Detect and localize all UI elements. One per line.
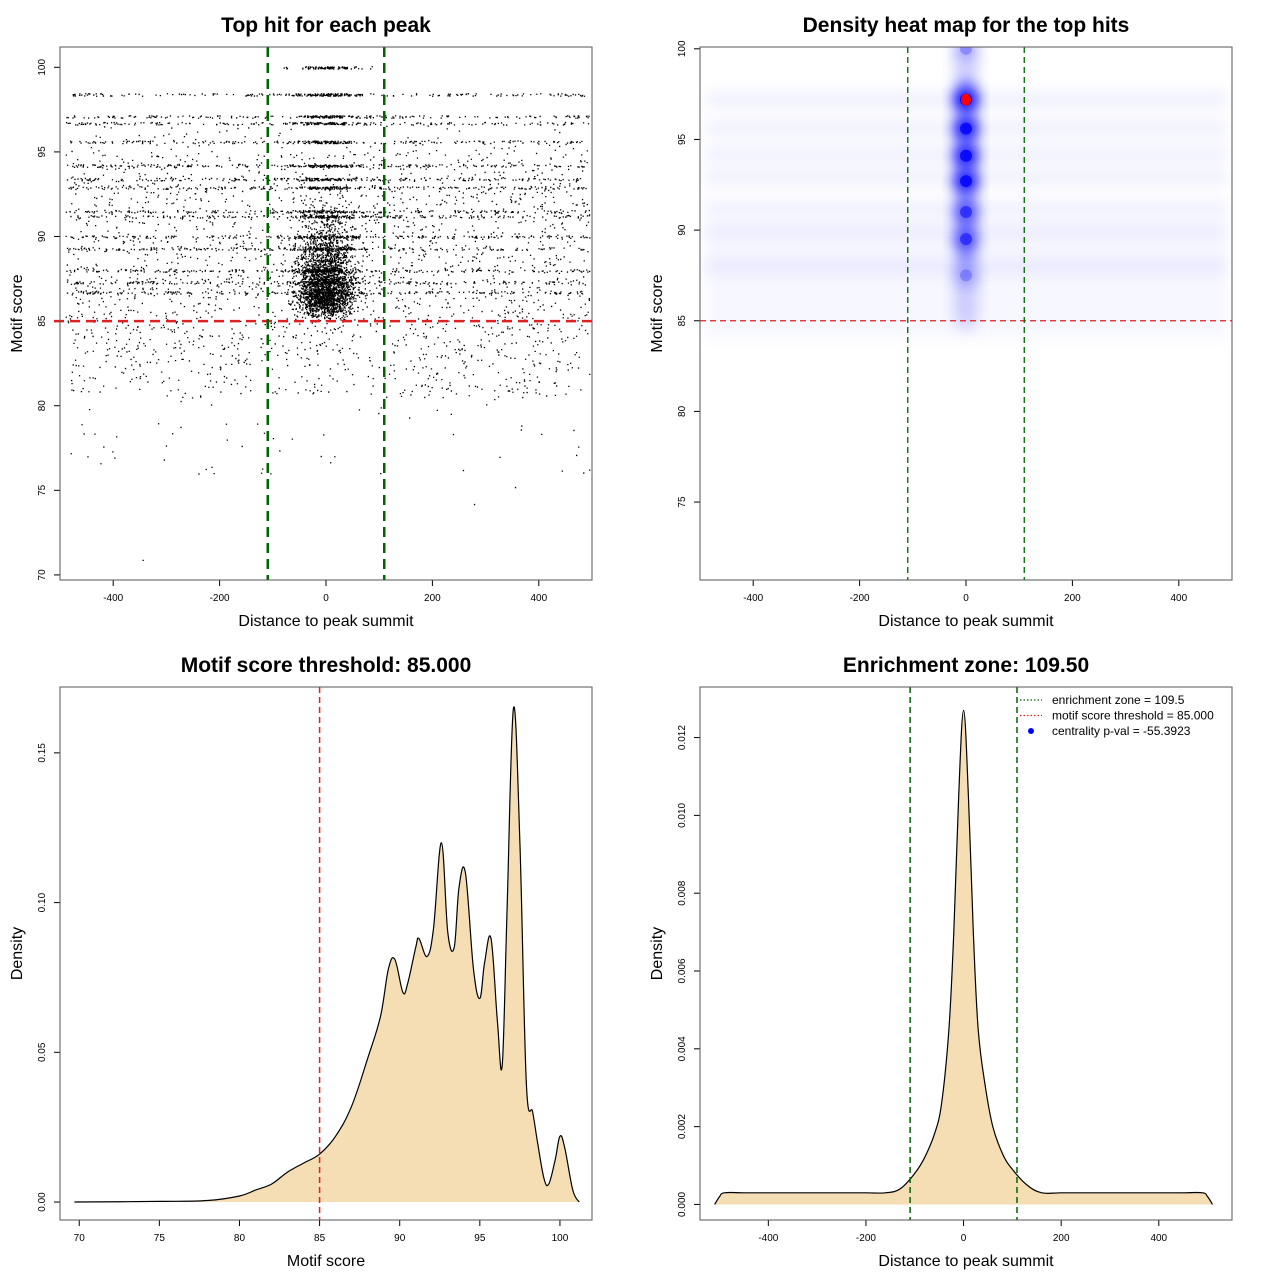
x-tick-label: 0 — [323, 593, 329, 604]
x-tick-label: 90 — [394, 1233, 406, 1244]
chart-title: Enrichment zone: 109.50 — [843, 654, 1089, 677]
x-axis-label: Distance to peak summit — [878, 1253, 1054, 1270]
density-area — [714, 710, 1213, 1205]
heatmap-hotspot-core — [960, 205, 972, 218]
y-tick-label: 95 — [677, 133, 688, 145]
y-tick-label: 0.010 — [677, 802, 688, 827]
x-tick-label: 85 — [314, 1233, 326, 1244]
y-axis-label: Density — [9, 927, 26, 980]
y-tick-label: 80 — [677, 405, 688, 417]
heatmap-hotspot — [954, 264, 978, 287]
heatmap-hotspot-core — [960, 122, 972, 135]
scatter-points — [65, 66, 591, 561]
heatmap-hotspot — [954, 228, 978, 251]
plot-frame — [59, 686, 593, 1221]
x-tick-label: 400 — [1150, 1233, 1167, 1244]
y-tick-label: 80 — [37, 400, 48, 412]
y-tick-label: 85 — [37, 315, 48, 327]
heatmap-field — [700, 47, 1232, 580]
x-tick-label: -200 — [210, 593, 230, 604]
x-tick-label: -200 — [850, 593, 870, 604]
scatter-panel: Top hit for each peak Distance to peak su… — [9, 14, 598, 630]
plot-frame — [699, 686, 1233, 1221]
density-area — [74, 706, 580, 1203]
x-tick-label: -400 — [743, 593, 763, 604]
chart-title: Top hit for each peak — [221, 14, 431, 37]
scatter-point-cloud — [65, 66, 591, 561]
x-tick-label: 200 — [424, 593, 441, 604]
x-axis-label: Distance to peak summit — [238, 613, 414, 630]
x-tick-label: 400 — [1170, 593, 1187, 604]
y-tick-label: 85 — [677, 315, 688, 327]
y-tick-label: 0.05 — [37, 1042, 48, 1062]
y-tick-label: 75 — [677, 496, 688, 508]
y-tick-label: 100 — [37, 59, 48, 76]
heatmap-hotspot-core — [960, 269, 972, 282]
y-axis-label: Density — [649, 927, 666, 980]
x-tick-label: -400 — [758, 1233, 778, 1244]
x-tick-label: -200 — [856, 1233, 876, 1244]
y-tick-label: 0.004 — [677, 1036, 688, 1061]
legend-label: enrichment zone = 109.5 — [1052, 693, 1185, 707]
y-tick-label: 95 — [37, 146, 48, 158]
y-axis-label: Motif score — [649, 274, 666, 352]
y-tick-label: 90 — [677, 224, 688, 236]
legend-label: motif score threshold = 85.000 — [1052, 709, 1214, 723]
distance_density-panel: Enrichment zone: 109.50 Distance to peak … — [649, 654, 1233, 1270]
y-tick-label: 75 — [37, 484, 48, 496]
y-tick-label: 0.10 — [37, 892, 48, 912]
y-tick-label: 0.006 — [677, 958, 688, 983]
x-tick-label: 75 — [154, 1233, 166, 1244]
x-tick-label: 100 — [552, 1233, 569, 1244]
x-tick-label: 80 — [234, 1233, 246, 1244]
heatmap-hotspot-core — [960, 47, 972, 55]
x-tick-label: 200 — [1064, 593, 1081, 604]
y-tick-label: 0.000 — [677, 1191, 688, 1216]
x-tick-label: 0 — [961, 1233, 967, 1244]
y-tick-label: 0.002 — [677, 1114, 688, 1139]
x-axis-label: Distance to peak summit — [878, 613, 1054, 630]
x-tick-label: 200 — [1053, 1233, 1070, 1244]
y-tick-label: 0.15 — [37, 743, 48, 763]
chart-title: Motif score threshold: 85.000 — [181, 654, 472, 677]
y-axis-label: Motif score — [9, 274, 26, 352]
y-tick-label: 0.012 — [677, 725, 688, 750]
heatmap-hotspot-core — [960, 233, 972, 246]
y-tick-label: 100 — [677, 40, 688, 57]
y-tick-label: 0.00 — [37, 1192, 48, 1212]
y-tick-label: 0.008 — [677, 880, 688, 905]
heatmap-panel: Density heat map for the top hits Distanc… — [649, 14, 1233, 630]
legend-dot-swatch — [1028, 728, 1034, 734]
heatmap-peak — [961, 93, 971, 106]
x-tick-label: 400 — [530, 593, 547, 604]
y-tick-label: 70 — [37, 569, 48, 581]
legend-label: centrality p-val = -55.3923 — [1052, 724, 1191, 738]
score_density-panel: Motif score threshold: 85.000 Motif score… — [9, 654, 593, 1270]
x-tick-label: 70 — [74, 1233, 86, 1244]
density-curve — [74, 706, 580, 1203]
y-tick-label: 90 — [37, 231, 48, 243]
x-tick-label: 0 — [963, 593, 969, 604]
x-tick-label: 95 — [474, 1233, 486, 1244]
legend: enrichment zone = 109.5 motif score thres… — [1020, 693, 1214, 738]
heatmap-hotspot-core — [960, 149, 972, 162]
x-axis-label: Motif score — [287, 1253, 365, 1270]
plot-frame — [59, 46, 593, 581]
chart-title: Density heat map for the top hits — [803, 14, 1130, 37]
density-curve — [714, 709, 1214, 1205]
heatmap-hotspot — [954, 47, 978, 60]
plot-frame — [699, 46, 1233, 581]
heatmap-hotspot-core — [960, 175, 972, 188]
x-tick-label: -400 — [103, 593, 123, 604]
heatmap-hotspot — [954, 200, 978, 223]
